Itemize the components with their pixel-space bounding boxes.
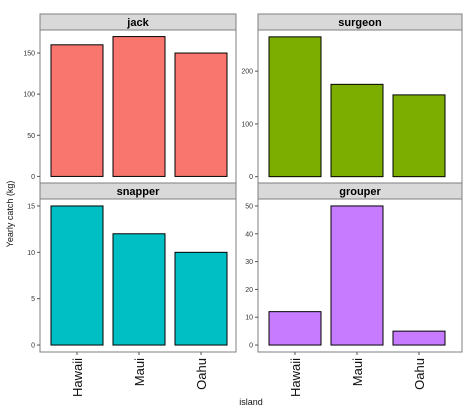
x-axis-title: island [239,397,263,407]
facet-panels: jack050100150surgeon0100200snapper051015… [23,13,463,397]
y-tick-label: 10 [245,315,253,322]
y-tick-label: 0 [31,174,35,181]
bar-grouper-maui [330,205,384,346]
bar-surgeon-hawaii [268,36,322,178]
x-tick-label: Oahu [412,358,427,390]
facet-strip-label: grouper [339,186,381,198]
bar-grouper-oahu [392,330,446,346]
x-tick-label: Hawaii [70,358,85,397]
y-tick-label: 100 [241,121,253,128]
x-tick-label: Hawaii [288,358,303,397]
y-tick-label: 40 [245,231,253,238]
x-tick-label: Maui [350,358,365,386]
y-tick-label: 0 [249,174,253,181]
y-tick-label: 0 [249,343,253,350]
y-tick-label: 100 [23,92,35,99]
y-tick-label: 50 [245,203,253,210]
bar-snapper-oahu [174,251,228,346]
bar-surgeon-maui [330,83,384,178]
bar-snapper-maui [112,233,166,346]
y-tick-label: 5 [31,296,35,303]
y-tick-label: 30 [245,259,253,266]
x-tick-label: Maui [132,358,147,386]
facet-strip-label: surgeon [338,17,382,29]
bar-surgeon-oahu [392,94,446,178]
y-tick-label: 50 [27,133,35,140]
bar-grouper-hawaii [268,311,322,346]
y-tick-label: 200 [241,69,253,76]
bar-jack-maui [112,36,166,177]
facet-strip-label: jack [126,17,149,29]
y-tick-label: 15 [27,203,35,210]
bar-snapper-hawaii [50,205,104,346]
bar-jack-oahu [174,52,228,177]
bar-jack-hawaii [50,44,104,177]
y-tick-label: 150 [23,51,35,58]
x-tick-label: Oahu [194,358,209,390]
facet-strip-label: snapper [117,186,161,198]
y-axis-title: Yearly catch (kg) [5,181,15,248]
y-tick-label: 10 [27,250,35,257]
y-tick-label: 0 [31,343,35,350]
y-tick-label: 20 [245,287,253,294]
